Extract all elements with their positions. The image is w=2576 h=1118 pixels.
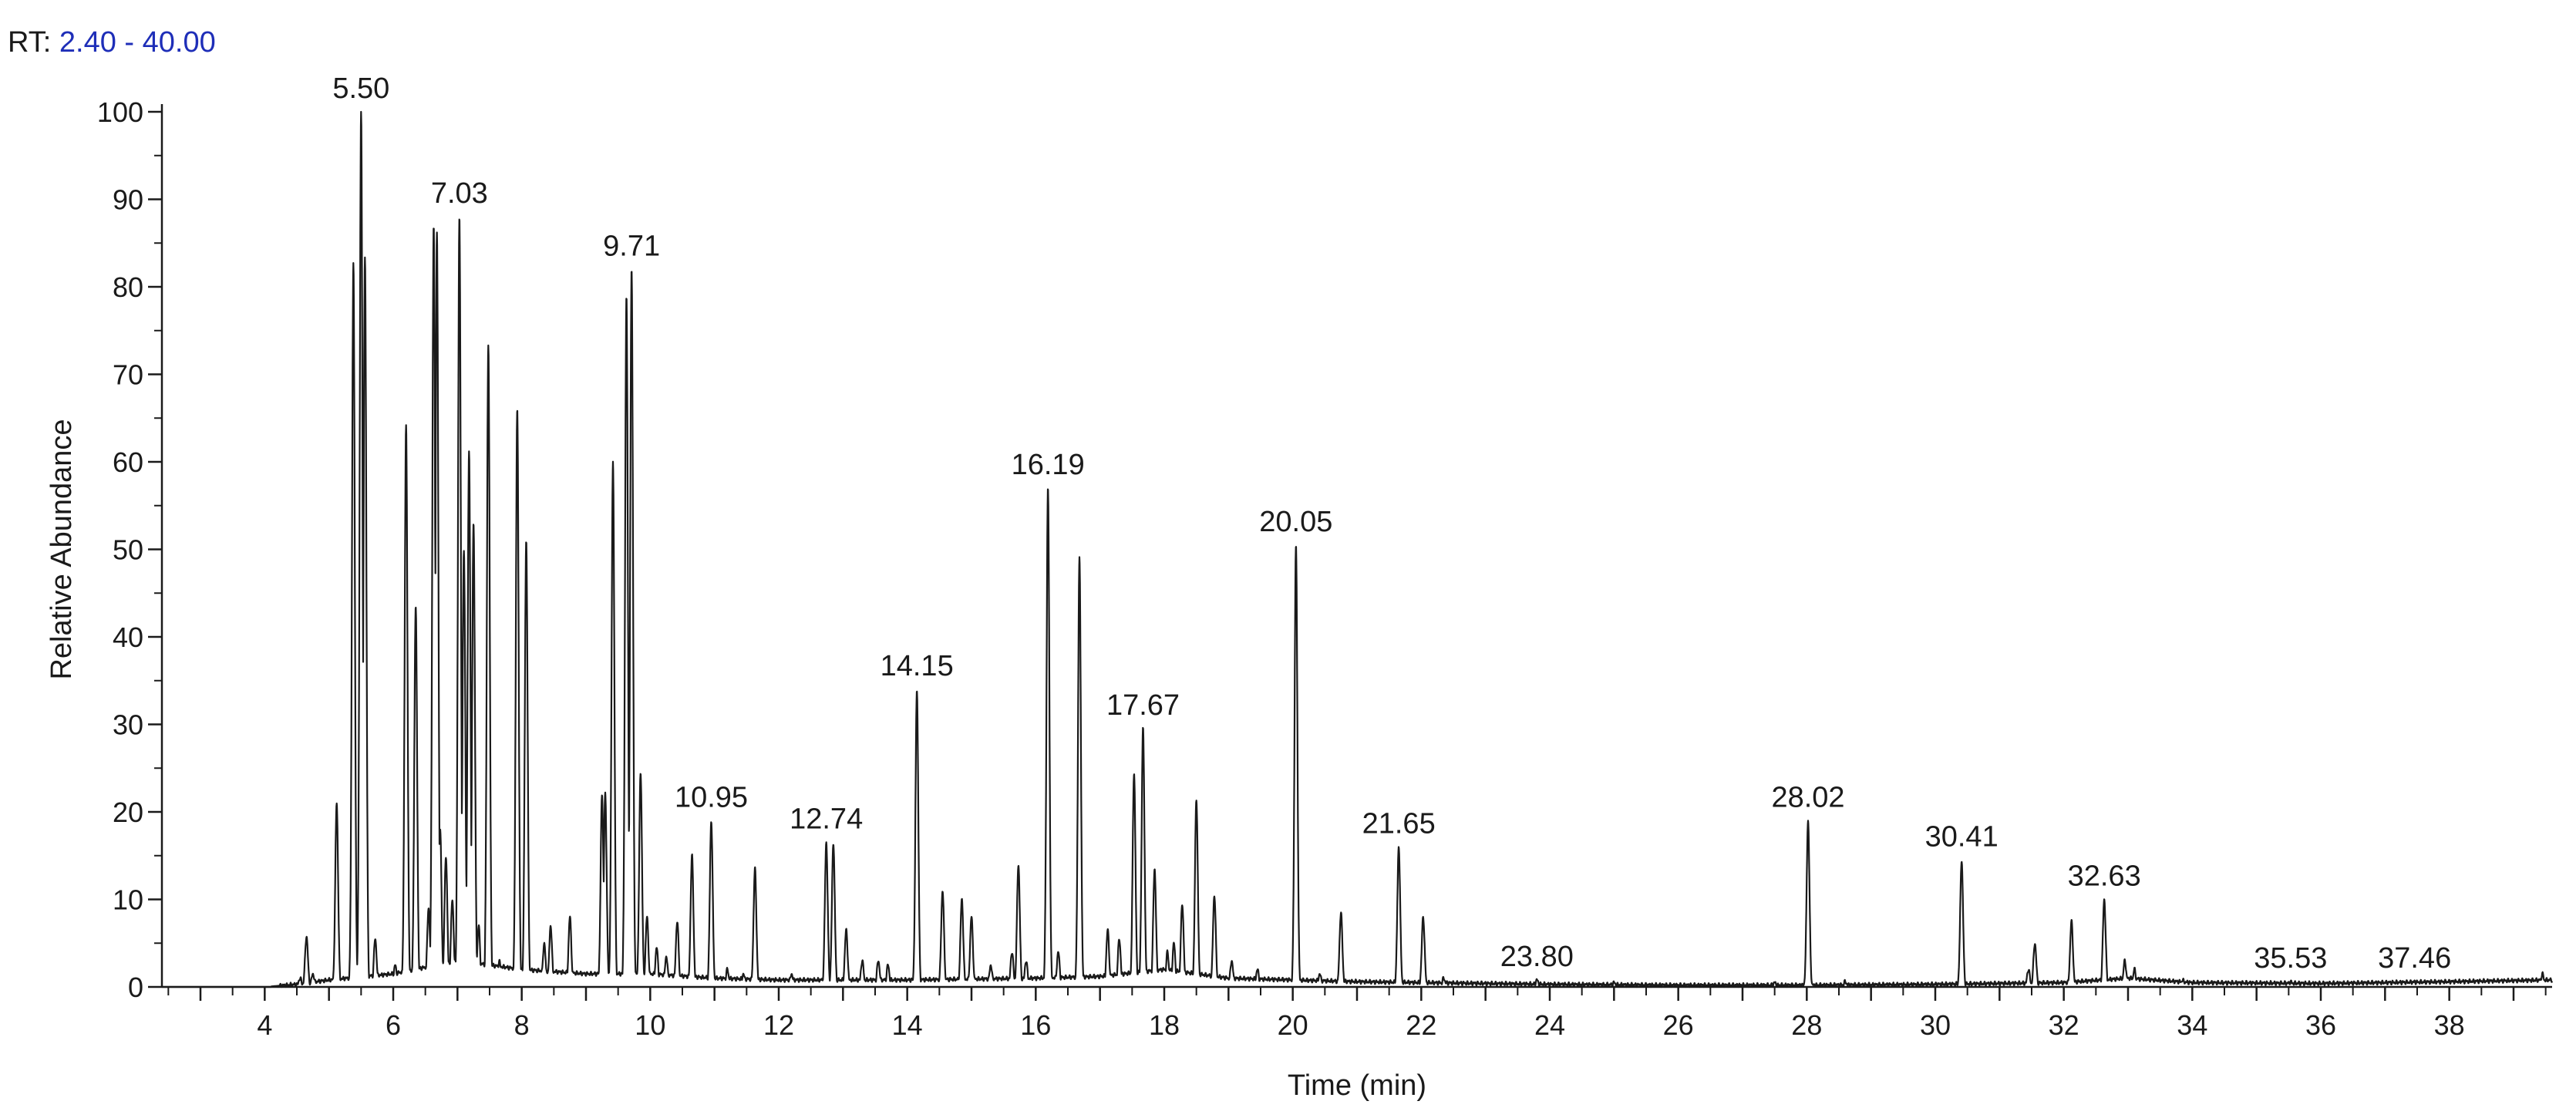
y-tick-label: 0 [128, 972, 143, 1003]
y-tick-label: 90 [113, 184, 143, 216]
y-tick-label: 20 [113, 796, 143, 828]
x-axis-title: Time (min) [1288, 1069, 1426, 1102]
rt-label: RT: [8, 26, 52, 59]
x-tick-label: 30 [1920, 1009, 1951, 1041]
x-tick-label: 14 [892, 1009, 923, 1041]
x-tick-label: 28 [1791, 1009, 1822, 1041]
y-tick-label: 40 [113, 621, 143, 653]
peak-label: 28.02 [1771, 781, 1844, 813]
x-tick-label: 6 [386, 1009, 401, 1041]
x-tick-label: 26 [1663, 1009, 1694, 1041]
x-tick-label: 38 [2434, 1009, 2465, 1041]
peak-label: 23.80 [1500, 941, 1574, 973]
peak-label: 17.67 [1106, 689, 1180, 722]
chromatogram-trace [161, 110, 2554, 988]
peak-label: 35.53 [2254, 942, 2327, 975]
x-tick-label: 22 [1406, 1009, 1436, 1041]
x-tick-label: 20 [1278, 1009, 1308, 1041]
peak-label: 37.46 [2378, 942, 2451, 975]
x-tick-label: 24 [1534, 1009, 1565, 1041]
peak-label: 16.19 [1012, 449, 1085, 481]
x-tick-label: 18 [1149, 1009, 1180, 1041]
x-tick-label: 12 [763, 1009, 794, 1041]
x-tick-label: 32 [2049, 1009, 2079, 1041]
rt-range-value: 2.40 - 40.00 [59, 26, 216, 59]
y-tick-label: 100 [97, 96, 143, 128]
x-tick-label: 16 [1020, 1009, 1051, 1041]
peak-label: 14.15 [881, 650, 954, 682]
peak-label: 12.74 [790, 803, 863, 836]
y-axis-title: Relative Abundance [45, 419, 78, 679]
y-tick-label: 30 [113, 709, 143, 741]
x-tick-label: 8 [514, 1009, 530, 1041]
peak-label: 32.63 [2068, 860, 2141, 893]
y-tick-label: 70 [113, 359, 143, 391]
x-tick-label: 4 [257, 1009, 272, 1041]
y-tick-label: 80 [113, 271, 143, 303]
peak-label: 20.05 [1259, 506, 1332, 538]
peak-label: 7.03 [431, 177, 488, 210]
rt-range-header: RT: 2.40 - 40.00 [8, 26, 216, 59]
x-tick-label: 10 [635, 1009, 665, 1041]
peak-labels: 5.50 7.03 9.71 10.95 12.74 14.15 16.19 17.67 20.… [332, 72, 2451, 975]
y-tick-label: 10 [113, 884, 143, 916]
trace-layer [161, 110, 2554, 988]
peak-label: 5.50 [332, 72, 389, 105]
axes: 0 10 20 30 40 50 60 70 80 90 100 4 6 8 10 12 14 16 18 20 22 2… [97, 96, 2552, 1041]
peak-label: 9.71 [603, 230, 660, 262]
y-tick-label: 50 [113, 534, 143, 566]
peak-label: 30.41 [1925, 820, 1999, 853]
x-tick-label: 36 [2305, 1009, 2336, 1041]
y-tick-label: 60 [113, 446, 143, 478]
peak-label: 21.65 [1362, 807, 1436, 840]
x-tick-label: 34 [2177, 1009, 2207, 1041]
peak-label: 10.95 [675, 781, 748, 813]
